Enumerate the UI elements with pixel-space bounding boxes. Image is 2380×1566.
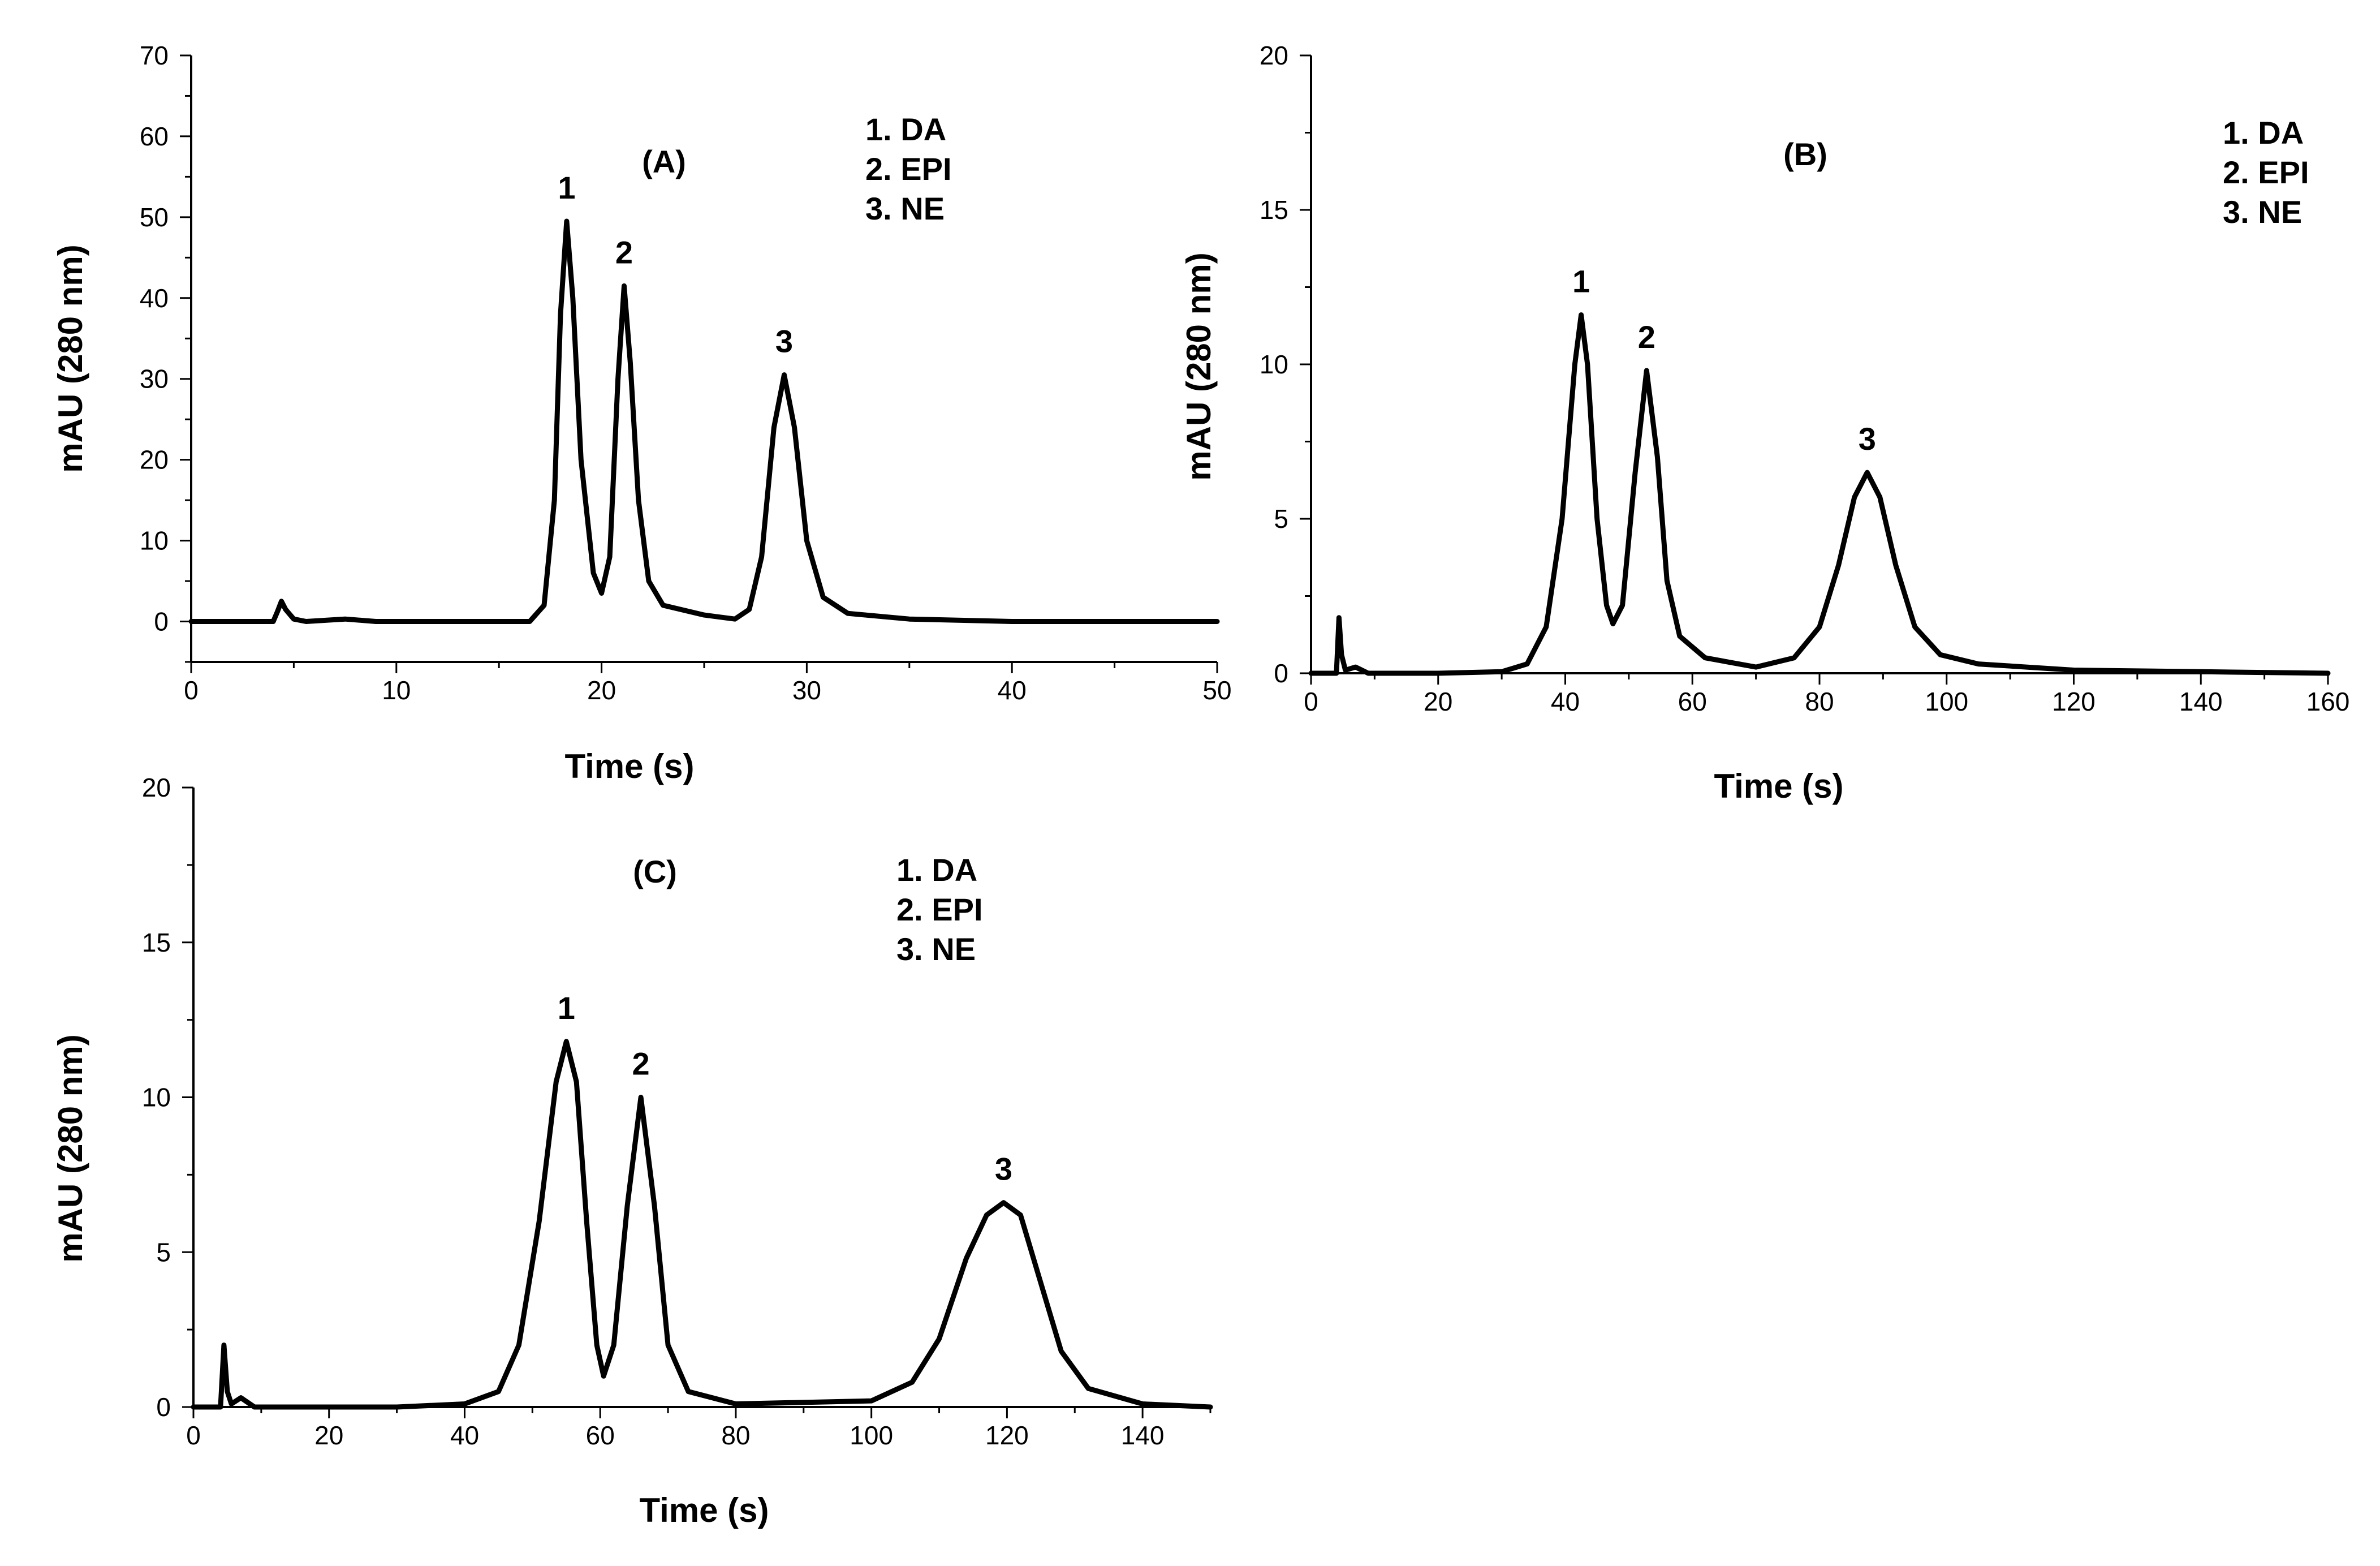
peak-label: 2	[615, 234, 633, 270]
x-tick-label: 40	[1551, 687, 1580, 716]
y-tick-label: 0	[156, 1392, 171, 1422]
y-axis-title: mAU (280 nm)	[1180, 252, 1218, 480]
chart-panel-b: 0 20 40 60 80 100 120 140 160 0 5 10 15 20 Time (s) mAU…	[1180, 41, 2349, 805]
x-tick-label: 120	[985, 1421, 1029, 1450]
legend-entry: 1. DA	[865, 111, 946, 147]
panel-label: (A)	[642, 144, 686, 179]
x-tick-label: 80	[721, 1421, 750, 1450]
x-tick-label: 0	[184, 676, 199, 705]
y-axis-title: mAU (280 nm)	[51, 1034, 89, 1262]
legend-entry: 2. EPI	[865, 151, 952, 187]
chart-panel-c: 0 20 40 60 80 100 120 140 0 5 10 15 20 Time (s) mAU (2…	[51, 773, 1213, 1529]
x-tick-label: 50	[1202, 676, 1231, 705]
x-tick-label: 100	[1925, 687, 1968, 716]
legend-entry: 2. EPI	[896, 892, 983, 927]
y-tick-label: 40	[140, 283, 169, 313]
legend-entry: 2. EPI	[2223, 154, 2309, 190]
legend-entry: 1. DA	[2223, 115, 2304, 150]
y-tick-label: 0	[154, 607, 169, 636]
x-tick-label: 100	[850, 1421, 893, 1450]
y-tick-label: 70	[140, 41, 169, 70]
x-tick-label: 40	[998, 676, 1027, 705]
x-axis-title: Time (s)	[565, 747, 695, 785]
y-tick-label: 15	[142, 928, 171, 957]
peak-label: 1	[558, 170, 575, 205]
y-tick-label: 20	[142, 773, 171, 802]
y-tick-label: 10	[142, 1083, 171, 1112]
x-tick-label: 60	[1678, 687, 1707, 716]
y-tick-label: 20	[140, 445, 169, 475]
legend-entry: 3. NE	[896, 931, 976, 967]
legend-entry: 3. NE	[2223, 194, 2302, 230]
x-tick-label: 0	[1304, 687, 1318, 716]
x-tick-label: 20	[1424, 687, 1452, 716]
y-tick-label: 5	[1274, 504, 1288, 534]
peak-label: 3	[995, 1151, 1012, 1187]
y-tick-label: 15	[1260, 195, 1288, 225]
y-tick-label: 10	[1260, 350, 1288, 379]
peak-label: 1	[1572, 264, 1590, 299]
x-axis-title: Time (s)	[640, 1491, 769, 1529]
trace-line	[1308, 312, 2331, 676]
y-tick-label: 50	[140, 203, 169, 232]
trace-line	[188, 218, 1220, 624]
trace-line	[191, 1039, 1213, 1410]
x-tick-label: 140	[1121, 1421, 1165, 1450]
x-tick-label: 0	[186, 1421, 201, 1450]
legend-entry: 3. NE	[865, 191, 945, 226]
y-tick-label: 20	[1260, 41, 1288, 70]
peak-label: 3	[1859, 421, 1876, 457]
panel-label: (B)	[1783, 136, 1827, 172]
y-tick-label: 10	[140, 526, 169, 556]
y-tick-label: 60	[140, 122, 169, 151]
x-tick-label: 40	[450, 1421, 479, 1450]
panel-label: (C)	[633, 854, 677, 889]
x-tick-label: 60	[586, 1421, 615, 1450]
x-tick-label: 140	[2179, 687, 2223, 716]
peak-label: 2	[1638, 319, 1655, 355]
x-tick-label: 120	[2052, 687, 2096, 716]
x-axis-title: Time (s)	[1714, 767, 1844, 805]
x-tick-label: 30	[792, 676, 821, 705]
y-tick-label: 0	[1274, 659, 1288, 688]
peak-label: 1	[558, 990, 575, 1026]
peak-label: 3	[775, 324, 793, 359]
x-tick-label: 20	[587, 676, 616, 705]
x-tick-label: 80	[1805, 687, 1834, 716]
chart-panel-a: 0 10 20 30 40 50 0 10 20 30 40 50 60 70 Time (s) mAU (2…	[51, 41, 1232, 785]
y-tick-label: 30	[140, 364, 169, 394]
x-tick-label: 10	[382, 676, 411, 705]
peak-label: 2	[632, 1046, 650, 1082]
x-tick-label: 160	[2306, 687, 2350, 716]
y-tick-label: 5	[156, 1237, 171, 1267]
legend-entry: 1. DA	[896, 852, 977, 888]
x-tick-label: 20	[314, 1421, 343, 1450]
y-axis-title: mAU (280 nm)	[51, 244, 89, 472]
